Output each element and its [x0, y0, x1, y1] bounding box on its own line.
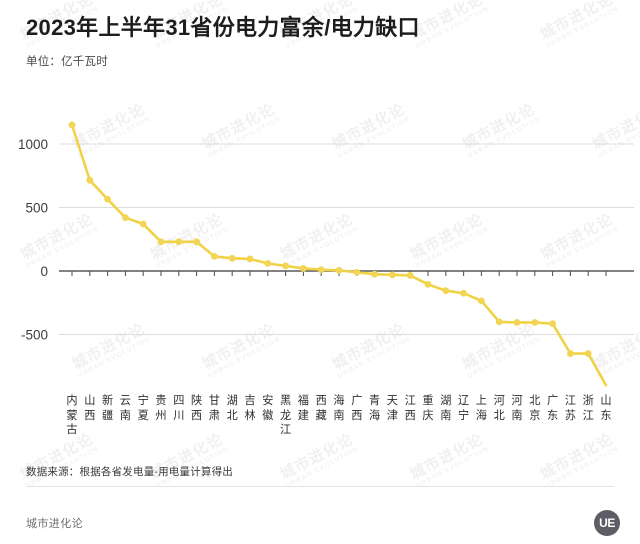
- data-point: [371, 270, 378, 278]
- data-point: [549, 320, 556, 328]
- x-axis-label: 福建: [297, 395, 309, 422]
- x-axis-label: 青海: [368, 395, 381, 422]
- y-axis-tick-label: 0: [40, 264, 48, 279]
- x-axis-label: 黑龙江: [279, 395, 292, 437]
- chart-y-axis-ticks: 1000 500 0 -500: [18, 137, 48, 343]
- x-axis-label: 广西: [351, 395, 363, 422]
- chart-data-points: [68, 121, 592, 357]
- data-point: [424, 280, 432, 288]
- x-axis-label: 云南: [119, 395, 131, 422]
- data-point: [211, 253, 218, 260]
- x-axis-label: 海南: [333, 395, 345, 422]
- data-point: [353, 268, 361, 276]
- logo-text: UE: [599, 516, 615, 530]
- chart-data-line: [70, 123, 608, 387]
- data-point: [317, 266, 325, 274]
- x-axis-label: 湖南: [440, 395, 452, 422]
- page-footer: 城市进化论 UE: [26, 506, 620, 540]
- x-axis-label: 上海: [475, 395, 487, 422]
- chart-header: 2023年上半年31省份电力富余/电力缺口 单位：亿千瓦时: [26, 14, 620, 69]
- y-axis-tick-label: -500: [21, 328, 48, 343]
- x-axis-label: 陕西: [190, 395, 203, 422]
- x-axis-label: 辽宁: [457, 395, 470, 422]
- x-axis-label: 宁夏: [137, 395, 149, 422]
- x-axis-label: 浙江: [582, 395, 594, 422]
- ue-logo-icon: UE: [594, 510, 620, 536]
- data-point: [531, 319, 539, 326]
- x-axis-label: 甘肃: [208, 395, 220, 422]
- data-point: [513, 319, 521, 326]
- data-point: [460, 289, 467, 297]
- source-note: 数据来源：根据各省发电量-用电量计算得出: [26, 466, 233, 478]
- source-note-wrap: 数据来源：根据各省发电量-用电量计算得出: [26, 464, 614, 479]
- data-point: [406, 272, 414, 279]
- data-point: [389, 271, 396, 279]
- data-point: [122, 214, 129, 222]
- x-axis-label: 河北: [493, 395, 505, 422]
- x-axis-label: 江苏: [564, 395, 576, 422]
- data-point: [193, 238, 201, 246]
- data-point: [68, 121, 76, 129]
- data-point: [584, 350, 592, 357]
- footer-divider: [26, 486, 614, 487]
- line-chart: 1000 500 0 -500: [0, 104, 640, 404]
- data-point: [228, 254, 236, 262]
- x-axis-label: 湖北: [226, 395, 238, 422]
- data-point: [478, 297, 485, 305]
- x-axis-label: 天津: [386, 395, 398, 422]
- x-axis-label: 北京: [529, 395, 541, 422]
- data-point: [264, 259, 272, 267]
- x-axis-label: 重庆: [422, 395, 434, 422]
- data-point: [335, 266, 343, 274]
- data-point: [282, 262, 289, 270]
- y-axis-tick-label: 500: [25, 201, 48, 216]
- x-axis-label: 广东: [546, 395, 559, 422]
- data-point: [86, 176, 94, 184]
- data-point: [442, 287, 450, 295]
- data-point: [300, 265, 307, 272]
- chart-svg: 1000 500 0 -500: [18, 121, 634, 387]
- x-axis-label: 新疆: [101, 395, 114, 422]
- chart-unit-subtitle: 单位：亿千瓦时: [26, 55, 108, 68]
- x-axis-label: 山西: [84, 395, 96, 422]
- data-point: [567, 350, 574, 357]
- y-axis-tick-label: 1000: [18, 137, 48, 152]
- x-axis-label: 山东: [600, 395, 612, 422]
- x-axis-label: 西藏: [315, 395, 327, 422]
- x-axis-label: 贵州: [155, 395, 167, 422]
- data-point: [495, 318, 503, 326]
- data-point: [157, 238, 165, 246]
- x-axis-label: 内蒙古: [66, 395, 78, 437]
- page-title: 2023年上半年31省份电力富余/电力缺口: [26, 15, 420, 40]
- x-axis-label: 安徽: [262, 395, 274, 422]
- x-axis-label: 江西: [404, 395, 416, 422]
- data-point: [139, 220, 147, 228]
- x-axis-label: 吉林: [244, 395, 256, 422]
- chart-x-axis-labels: 内蒙古 山西 新疆 云南 宁夏 贵州 四川 陕西 甘肃 湖北 吉林 安徽 黑龙江 福建 西藏 海南 广西 青海 天津…: [0, 394, 640, 456]
- x-axis-label: 河南: [511, 395, 523, 422]
- data-point: [246, 255, 254, 263]
- x-axis-label: 四川: [173, 395, 185, 422]
- data-point: [175, 238, 183, 246]
- brand-name: 城市进化论: [26, 518, 83, 530]
- chart-gridlines: [59, 143, 634, 335]
- data-point: [104, 195, 111, 203]
